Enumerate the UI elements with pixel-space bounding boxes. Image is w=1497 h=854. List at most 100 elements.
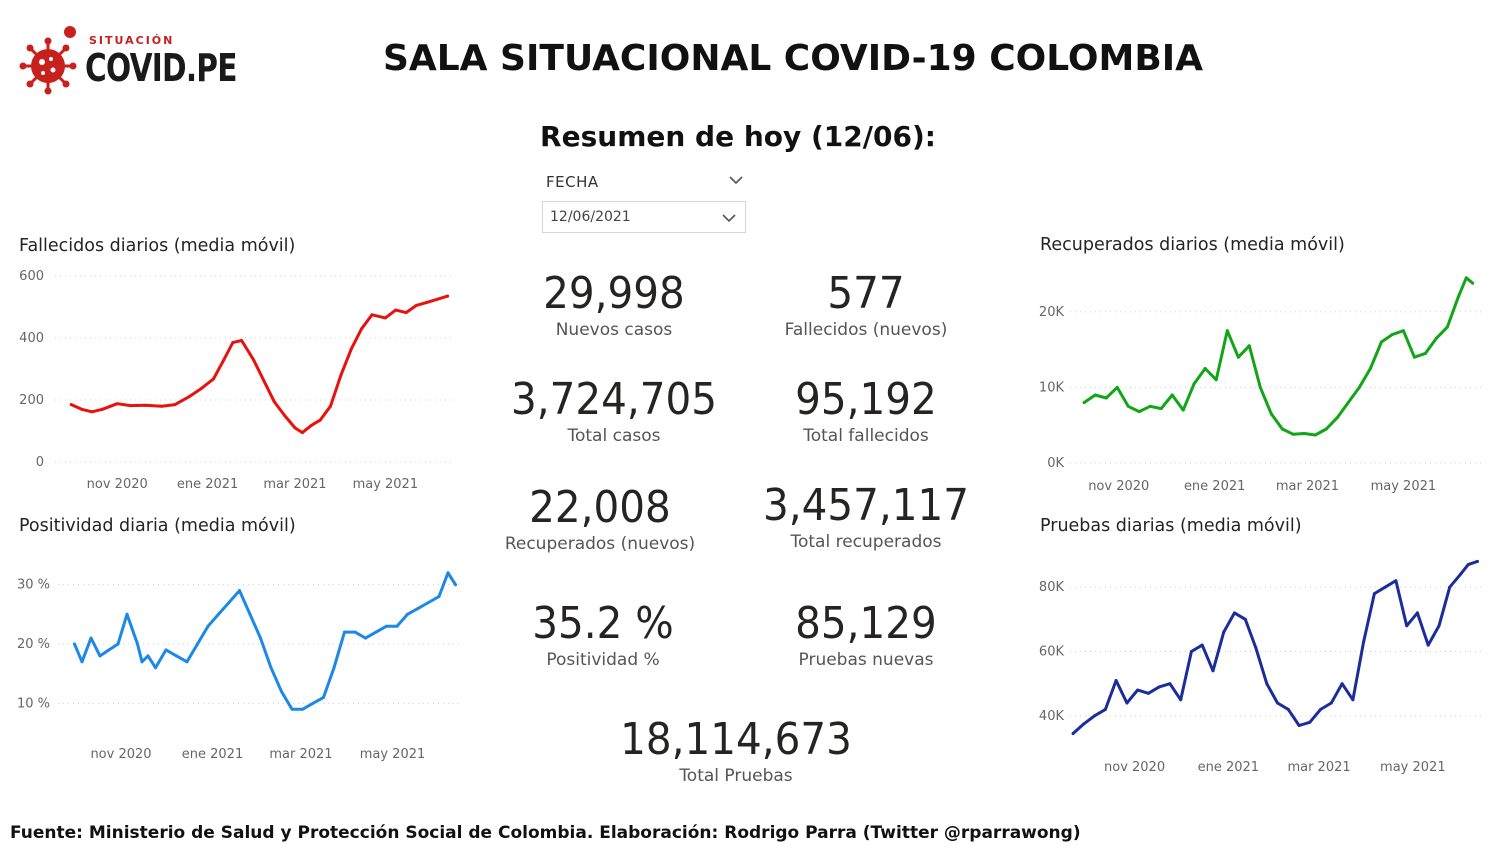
chevron-down-icon[interactable] xyxy=(726,170,746,190)
x-tick-label: may 2021 xyxy=(1371,479,1437,494)
kpi-value: 577 xyxy=(827,268,905,319)
y-tick-label: 20 % xyxy=(17,637,50,652)
data-point xyxy=(1437,624,1441,628)
data-point xyxy=(1297,724,1301,727)
x-tick-label: nov 2020 xyxy=(1088,479,1149,494)
footer-source: Fuente: Ministerio de Salud y Protección… xyxy=(10,823,1081,843)
data-point xyxy=(1170,393,1174,397)
data-point xyxy=(406,612,409,616)
data-point xyxy=(1203,367,1207,370)
data-point xyxy=(231,341,235,345)
data-point xyxy=(188,394,192,398)
data-point xyxy=(1181,408,1185,412)
data-point xyxy=(1269,412,1273,416)
data-point xyxy=(1115,385,1119,389)
chevron-down-icon xyxy=(722,214,736,223)
data-point xyxy=(212,377,215,381)
data-point xyxy=(343,630,346,634)
data-point xyxy=(1357,385,1361,389)
data-point xyxy=(1415,611,1419,615)
data-point xyxy=(262,379,266,383)
date-select[interactable]: 12/06/2021 xyxy=(542,201,746,233)
data-point xyxy=(1286,707,1290,711)
kpi-value: 18,114,673 xyxy=(620,714,852,765)
y-tick-label: 10 % xyxy=(17,696,50,711)
data-point xyxy=(1179,698,1183,702)
kpi-label: Recuperados (nuevos) xyxy=(504,534,696,554)
kpi-total-pruebas: 18,114,673 Total Pruebas xyxy=(580,714,892,787)
data-point xyxy=(1302,432,1306,435)
data-point xyxy=(370,313,374,317)
y-tick-label: 0 xyxy=(36,455,44,470)
y-tick-label: 400 xyxy=(19,331,44,346)
data-point xyxy=(125,612,129,616)
y-tick-label: 200 xyxy=(19,393,44,408)
data-point xyxy=(332,666,336,670)
data-point xyxy=(364,636,367,640)
data-point xyxy=(1291,432,1295,436)
data-point xyxy=(1189,650,1193,653)
kpi-value: 22,008 xyxy=(529,482,671,533)
data-point xyxy=(416,606,420,610)
data-point xyxy=(1308,720,1312,724)
data-point xyxy=(339,373,343,377)
chart-title-pruebas: Pruebas diarias (media móvil) xyxy=(1040,516,1302,536)
y-tick-label: 40K xyxy=(1039,709,1065,724)
data-point xyxy=(374,630,378,634)
x-tick-label: may 2021 xyxy=(1380,760,1446,775)
data-point xyxy=(90,410,94,414)
data-point xyxy=(1258,385,1262,389)
data-point xyxy=(1466,563,1470,567)
data-point xyxy=(227,601,231,604)
kpi-value: 29,998 xyxy=(543,268,685,319)
data-point xyxy=(269,666,273,670)
data-point xyxy=(293,426,297,430)
data-point xyxy=(1168,682,1172,686)
data-point xyxy=(1093,714,1097,718)
data-point xyxy=(280,690,283,693)
data-point xyxy=(100,407,104,411)
data-point xyxy=(175,654,178,658)
data-point xyxy=(136,642,139,646)
data-point xyxy=(80,660,84,664)
y-tick-label: 20K xyxy=(1039,305,1065,320)
kpi-label: Nuevos casos xyxy=(555,320,673,340)
data-point xyxy=(446,294,450,298)
data-point xyxy=(107,648,111,652)
x-tick-label: ene 2021 xyxy=(182,747,243,762)
data-point xyxy=(1426,643,1430,647)
kpi-value: 85,129 xyxy=(795,598,937,649)
data-point xyxy=(1368,367,1372,370)
data-point xyxy=(1136,688,1140,692)
data-point xyxy=(385,624,388,628)
kpi-label: Total recuperados xyxy=(790,532,942,552)
data-point xyxy=(146,654,150,658)
kpi-label: Pruebas nuevas xyxy=(798,650,934,670)
data-point xyxy=(394,308,398,312)
x-tick-label: nov 2020 xyxy=(87,477,148,492)
data-point xyxy=(222,358,226,362)
kpi-total-casos: 3,724,705 Total casos xyxy=(480,376,748,447)
data-point xyxy=(248,612,252,616)
data-point xyxy=(89,636,93,640)
data-point xyxy=(1126,404,1130,408)
data-point xyxy=(1214,378,1218,382)
data-point xyxy=(1200,643,1204,647)
data-point xyxy=(1448,585,1452,589)
data-point xyxy=(1276,701,1279,705)
data-point xyxy=(1324,427,1328,431)
data-point xyxy=(1280,427,1284,431)
x-tick-label: may 2021 xyxy=(360,747,426,762)
chart-title-recuperados: Recuperados diarios (media móvil) xyxy=(1040,235,1345,255)
data-point xyxy=(1222,630,1226,634)
kpi-recuperados-nuevos: 22,008 Recuperados (nuevos) xyxy=(480,482,720,555)
data-point xyxy=(1475,559,1479,563)
data-point xyxy=(1082,722,1086,726)
data-point xyxy=(1114,679,1118,682)
data-point xyxy=(1082,401,1086,404)
data-point xyxy=(435,297,439,301)
data-point xyxy=(301,707,304,711)
data-point xyxy=(1351,698,1355,702)
x-tick-label: mar 2021 xyxy=(269,747,332,762)
